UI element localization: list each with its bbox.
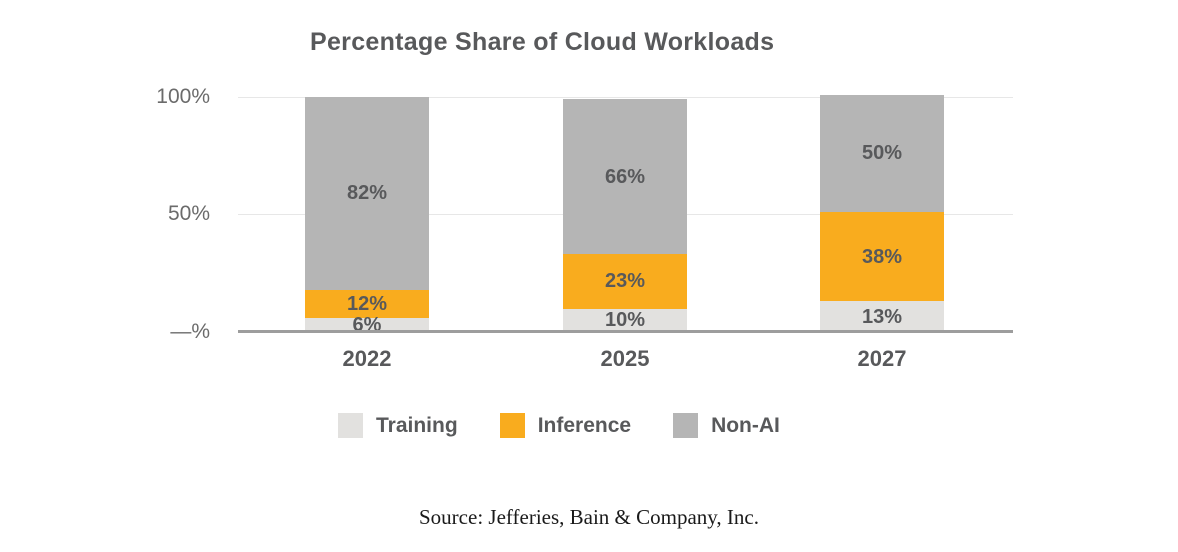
legend-item-training: Training xyxy=(338,413,458,438)
x-axis-label-2025: 2025 xyxy=(600,346,650,371)
legend-swatch-inference xyxy=(499,413,525,438)
legend-swatch-training xyxy=(338,413,363,438)
bar-segment-inference-2025: 23% xyxy=(563,254,687,309)
legend-label-training: Training xyxy=(376,413,458,437)
x-axis-label-2027: 2027 xyxy=(857,346,907,371)
plot-area: 6% 12% 82% 2022 10% 23% 66% 2025 13% 38% 50% 2027 xyxy=(238,94,1013,371)
x-axis-label-2022: 2022 xyxy=(342,346,392,371)
segment-value-label: 12% xyxy=(346,292,388,315)
segment-value-label: 38% xyxy=(861,245,903,268)
legend-item-inference: Inference xyxy=(499,413,632,438)
segment-value-label: 13% xyxy=(861,305,903,328)
bar-segment-inference-2022: 12% xyxy=(305,289,429,318)
bar-2027: 13% 38% 50% xyxy=(820,94,944,332)
bar-segment-nonai-2025: 66% xyxy=(563,99,687,255)
segment-value-label: 10% xyxy=(604,309,646,332)
x-axis-line xyxy=(238,330,1013,333)
y-tick-label-1: 50% xyxy=(167,202,210,225)
bar-segment-nonai-2027: 50% xyxy=(820,94,944,213)
bar-segment-inference-2027: 38% xyxy=(820,212,944,302)
bar-segment-training-2027: 13% xyxy=(820,301,944,332)
y-axis: 100% 50% —% xyxy=(100,86,210,343)
bar-segment-training-2025: 10% xyxy=(563,308,687,332)
y-tick-label-0: 100% xyxy=(156,85,210,108)
bar-2022: 6% 12% 82% xyxy=(305,97,429,336)
legend-item-nonai: Non-AI xyxy=(673,413,780,438)
segment-value-label: 82% xyxy=(346,182,388,205)
legend-label-inference: Inference xyxy=(537,413,632,437)
legend: Training Inference Non-AI xyxy=(338,413,780,438)
segment-value-label: 50% xyxy=(861,142,903,165)
y-tick-label-2: —% xyxy=(170,320,210,343)
bar-2025: 10% 23% 66% xyxy=(563,99,687,332)
legend-label-nonai: Non-AI xyxy=(711,413,780,437)
chart-title: Percentage Share of Cloud Workloads xyxy=(310,28,775,56)
bar-segment-nonai-2022: 82% xyxy=(305,97,429,290)
legend-swatch-nonai xyxy=(673,413,699,438)
segment-value-label: 23% xyxy=(604,270,646,293)
source-note: Source: Jefferies, Bain & Company, Inc. xyxy=(419,505,759,529)
gridline-100 xyxy=(238,97,1013,98)
segment-value-label: 66% xyxy=(604,165,646,188)
